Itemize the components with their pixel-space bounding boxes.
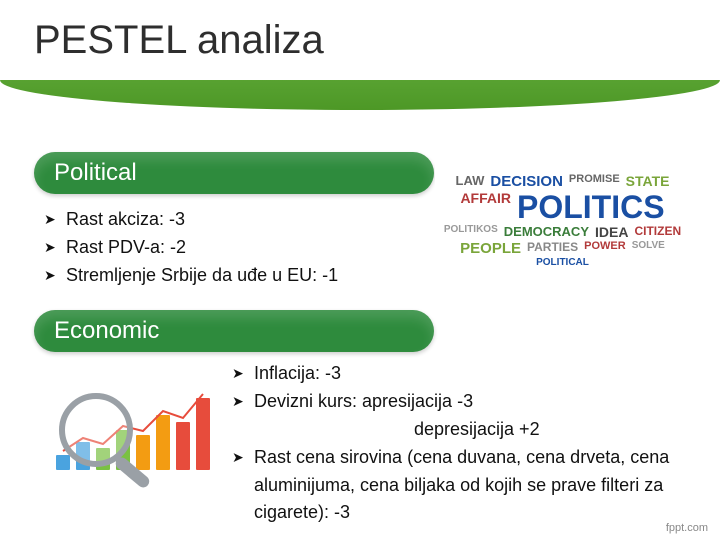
section-header-political: Political [34, 152, 434, 194]
wordcloud-word: SOLVE [632, 241, 665, 256]
section-header-economic: Economic [34, 310, 434, 352]
list-item: Rast cena sirovina (cena duvana, cena dr… [232, 444, 682, 528]
list-item: Devizni kurs: apresijacija -3 depresijac… [232, 388, 682, 444]
wordcloud-word: IDEA [595, 225, 628, 239]
footer-credit: fppt.com [666, 522, 708, 534]
wordcloud-word: PROMISE [569, 174, 620, 189]
economic-chart-icon [36, 360, 216, 490]
list-item: Stremljenje Srbije da uđe u EU: -1 [44, 262, 404, 290]
economic-bullets: Inflacija: -3 Devizni kurs: apresijacija… [232, 360, 682, 527]
list-item: Inflacija: -3 [232, 360, 682, 388]
wordcloud-word: AFFAIR [460, 191, 511, 223]
list-item-subline: depresijacija +2 [254, 416, 682, 444]
wordcloud-word: POLITIKOS [444, 225, 498, 239]
page-title: PESTEL analiza [34, 18, 324, 63]
wordcloud-word: POLITICAL [536, 258, 589, 268]
wordcloud-word: POWER [584, 241, 626, 256]
wordcloud-word: STATE [626, 174, 670, 189]
section-header-economic-label: Economic [54, 317, 159, 344]
political-bullets: Rast akciza: -3 Rast PDV-a: -2 Stremljen… [44, 206, 404, 290]
list-item-text: Devizni kurs: apresijacija -3 [254, 391, 473, 411]
list-item: Rast PDV-a: -2 [44, 234, 404, 262]
wordcloud-word: PEOPLE [460, 241, 521, 256]
section-header-political-label: Political [54, 159, 137, 186]
wordcloud-word: POLITICS [517, 191, 665, 223]
list-item: Rast akciza: -3 [44, 206, 404, 234]
wordcloud-word: DEMOCRACY [504, 225, 589, 239]
wordcloud-word: PARTIES [527, 241, 578, 256]
wordcloud-word: LAW [456, 174, 485, 189]
politics-wordcloud: LAW DECISION PROMISE STATE AFFAIRPOLITICS POL… [435, 148, 690, 293]
wordcloud-word: DECISION [490, 174, 563, 189]
wordcloud-word: CITIZEN [634, 225, 681, 239]
